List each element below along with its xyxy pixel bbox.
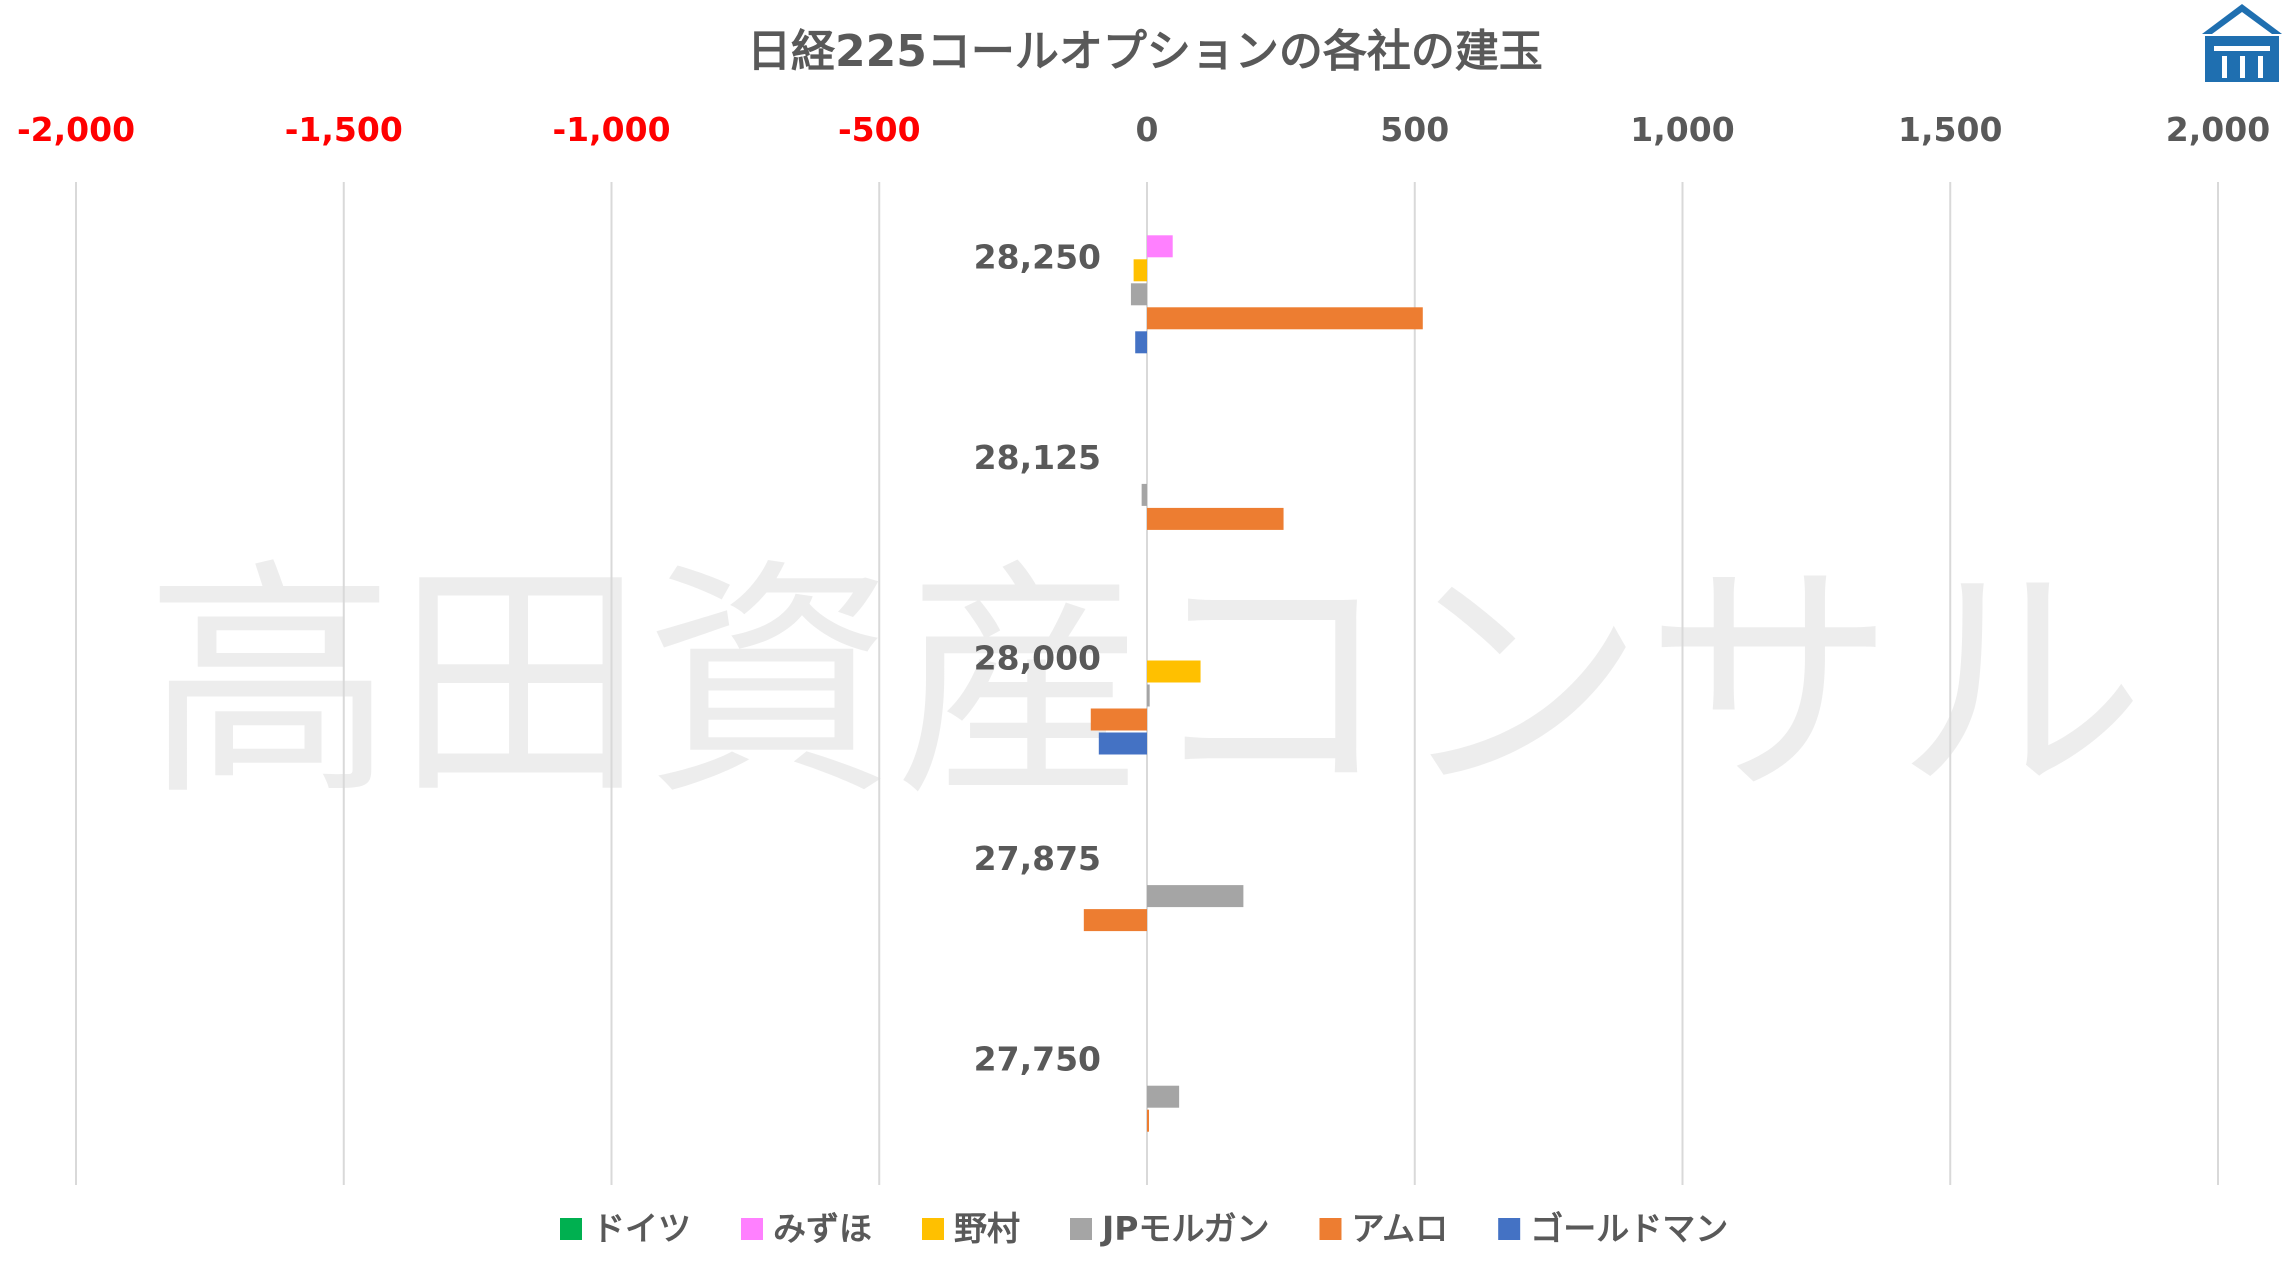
legend-entry: ドイツ xyxy=(592,1209,691,1248)
x-tick-label: -500 xyxy=(838,110,921,149)
category-label: 28,250 xyxy=(974,237,1101,276)
bar-4-3 xyxy=(1147,1085,1180,1108)
bar-1-3 xyxy=(1141,483,1147,506)
bar-0-5 xyxy=(1135,331,1147,354)
legend-entry: JPモルガン xyxy=(1100,1209,1269,1248)
category-label: 27,875 xyxy=(974,839,1101,878)
x-tick-label: -1,000 xyxy=(552,110,670,149)
bar-0-3 xyxy=(1130,283,1147,306)
legend-swatch xyxy=(1070,1218,1092,1240)
bar-4-4 xyxy=(1147,1109,1149,1132)
x-tick-label: 1,500 xyxy=(1898,110,2002,149)
bar-0-2 xyxy=(1133,259,1147,282)
gridlines xyxy=(75,182,2219,1185)
bar-2-4 xyxy=(1090,708,1147,731)
bar-3-3 xyxy=(1147,885,1244,908)
bar-2-3 xyxy=(1147,684,1150,707)
x-tick-label: -2,000 xyxy=(17,110,135,149)
x-tick-label: 0 xyxy=(1136,110,1159,149)
legend-entry: ゴールドマン xyxy=(1530,1209,1728,1248)
bar-2-2 xyxy=(1147,660,1201,683)
category-label: 28,000 xyxy=(974,639,1101,678)
legend-swatch xyxy=(560,1218,582,1240)
bar-0-4 xyxy=(1147,307,1423,330)
bar-1-4 xyxy=(1147,507,1284,530)
bar-2-5 xyxy=(1098,732,1147,755)
bar-0-1 xyxy=(1147,235,1173,258)
legend-entry: 野村 xyxy=(954,1209,1020,1248)
legend-swatch xyxy=(1498,1218,1521,1240)
x-tick-label: 2,000 xyxy=(2166,110,2270,149)
category-label: 28,125 xyxy=(974,438,1101,477)
x-axis-ticks: -2,000 -1,500 -1,000 -500 0 500 1,000 1,500 2,00… xyxy=(17,110,2270,149)
legend: ドイツ みずほ 野村 JPモルガン アムロ ゴールドマン xyxy=(560,1209,1728,1248)
legend-swatch xyxy=(1319,1218,1342,1240)
category-labels: 28,250 28,125 28,000 27,875 27,750 xyxy=(974,237,1101,1078)
watermark: 高田資産コンサル xyxy=(145,538,2145,829)
logo-icon xyxy=(2202,4,2282,82)
bars xyxy=(1083,235,1423,1132)
x-tick-label: 500 xyxy=(1380,110,1449,149)
x-tick-label: -1,500 xyxy=(285,110,403,149)
x-tick-label: 1,000 xyxy=(1630,110,1734,149)
bar-3-4 xyxy=(1083,909,1147,932)
legend-entry: アムロ xyxy=(1351,1209,1448,1248)
category-label: 27,750 xyxy=(974,1040,1101,1079)
chart-title: 日経225コールオプションの各社の建玉 xyxy=(747,26,1543,77)
legend-swatch xyxy=(741,1218,763,1240)
legend-swatch xyxy=(922,1218,944,1240)
legend-entry: みずほ xyxy=(773,1209,872,1248)
